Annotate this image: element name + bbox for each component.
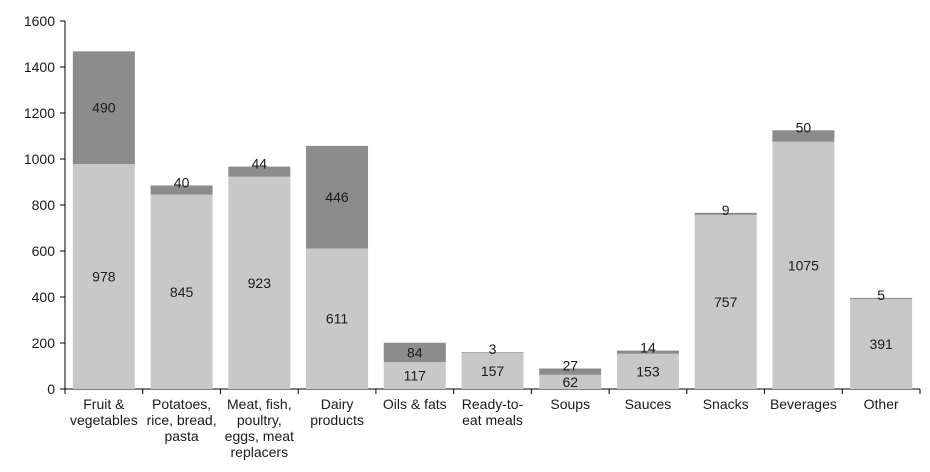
x-tick-label: eat meals [462, 412, 523, 428]
bar-segment-series1 [461, 352, 524, 389]
y-tick-label: 0 [47, 381, 55, 397]
bar-segment-series2 [383, 342, 446, 363]
y-tick-label: 200 [32, 335, 56, 351]
x-tick-label: poultry, [237, 412, 282, 428]
y-tick-label: 1000 [24, 151, 55, 167]
bar-value-label: 27 [562, 358, 578, 374]
x-tick-label: eggs, meat [225, 428, 294, 444]
bar-segment-series2 [228, 166, 291, 177]
bar-segment-series2 [772, 130, 835, 142]
bar-segment-series2 [616, 350, 679, 354]
x-tick-label: products [310, 412, 364, 428]
y-tick-label: 1400 [24, 59, 55, 75]
bar-segment-series1 [850, 299, 913, 389]
y-tick-label: 600 [32, 243, 56, 259]
bar-segment-series1 [150, 194, 213, 389]
bar-segment-series2 [461, 352, 524, 353]
x-tick-label: Meat, fish, [227, 396, 292, 412]
bar-value-label: 84 [407, 344, 423, 360]
x-tick-label: rice, bread, [147, 412, 217, 428]
bar-value-label: 5 [877, 287, 885, 303]
bar-segment-series1 [72, 164, 135, 389]
bar-value-label: 446 [325, 189, 349, 205]
x-tick-label: pasta [164, 428, 198, 444]
x-tick-label: Oils & fats [383, 396, 447, 412]
bar-segment-series2 [694, 212, 757, 215]
bar-segment-series2 [306, 145, 369, 249]
x-tick-label: vegetables [70, 412, 138, 428]
bar-segment-series1 [383, 362, 446, 389]
bar-segment-series1 [616, 353, 679, 389]
bar-segment-series1 [228, 176, 291, 389]
bar-value-label: 157 [481, 363, 505, 379]
bar-value-label: 50 [796, 119, 812, 135]
bar-value-label: 3 [489, 341, 497, 357]
bar-value-label: 757 [714, 294, 738, 310]
bar-value-label: 40 [174, 174, 190, 190]
bar-value-label: 62 [562, 374, 578, 390]
bar-value-label: 391 [869, 336, 893, 352]
bar-value-label: 117 [404, 368, 427, 384]
bar-value-label: 1075 [788, 257, 819, 273]
y-tick-label: 1600 [24, 13, 55, 29]
bar-value-label: 14 [640, 340, 656, 356]
bar-segment-series2 [539, 368, 602, 375]
x-tick-label: replacers [231, 444, 289, 460]
bar-segment-series2 [72, 51, 135, 165]
y-tick-label: 800 [32, 197, 56, 213]
bar-value-label: 9 [722, 202, 730, 218]
bar-value-label: 490 [92, 100, 116, 116]
y-tick-label: 400 [32, 289, 56, 305]
bar-segment-series2 [850, 297, 913, 300]
y-tick-label: 1200 [24, 105, 55, 121]
x-tick-label: Other [864, 396, 899, 412]
x-tick-label: Snacks [703, 396, 749, 412]
bar-value-label: 978 [92, 269, 116, 285]
x-tick-label: Fruit & [83, 396, 125, 412]
x-tick-label: Ready-to- [462, 396, 524, 412]
bar-value-label: 611 [326, 311, 349, 327]
bar-value-label: 44 [252, 156, 268, 172]
x-tick-label: Dairy [321, 396, 354, 412]
x-tick-label: Potatoes, [152, 396, 211, 412]
x-tick-label: Beverages [770, 396, 837, 412]
x-tick-label: Soups [550, 396, 590, 412]
bar-value-label: 153 [636, 363, 660, 379]
bar-value-label: 923 [248, 275, 272, 291]
bar-segment-series1 [306, 248, 369, 389]
bar-segment-series1 [772, 141, 835, 389]
bar-segment-series1 [694, 214, 757, 389]
bar-value-label: 845 [170, 284, 194, 300]
x-tick-label: Sauces [625, 396, 672, 412]
bar-segment-series2 [150, 185, 213, 195]
bar-segment-series1 [539, 374, 602, 389]
